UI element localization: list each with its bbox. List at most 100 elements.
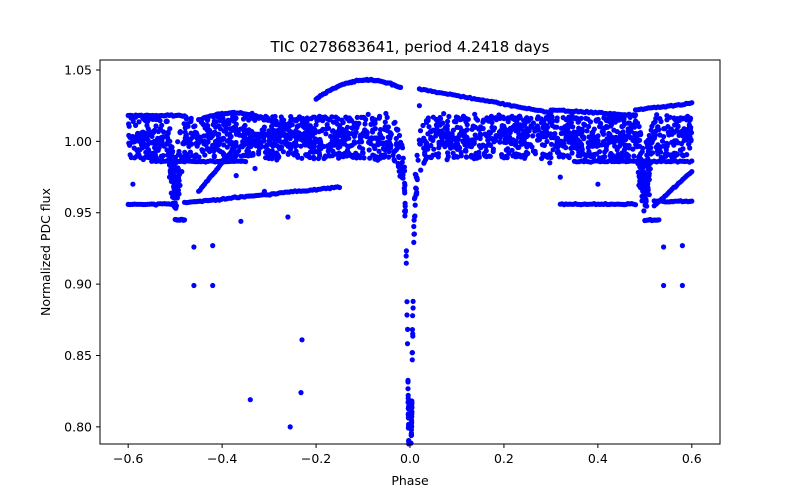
data-point [632,202,639,208]
data-point [172,201,178,207]
data-point [502,133,508,139]
data-point [382,119,388,125]
data-point [530,120,537,126]
data-point [637,130,644,136]
data-point [529,124,536,130]
data-point [414,191,420,197]
y-tick-label: 1.00 [64,134,92,149]
data-point [181,141,187,147]
data-point [590,154,597,160]
data-point [643,139,649,145]
data-point [243,152,249,159]
data-point [541,142,548,148]
data-point [554,118,560,124]
data-point [366,147,372,153]
data-point [192,123,198,129]
data-point [413,185,419,191]
x-tick-label: 0.6 [682,451,702,466]
data-point [463,154,470,160]
data-point [260,132,267,138]
outlier-point [191,282,197,289]
data-point [600,154,606,160]
data-point [426,154,432,160]
data-point [671,153,677,159]
data-point [238,153,244,159]
data-point [294,152,300,158]
data-point [534,123,541,129]
data-point [641,195,647,201]
data-point [469,126,475,132]
data-point [441,111,447,117]
data-point [482,131,488,137]
data-point [554,135,561,141]
data-point [377,132,384,138]
y-axis-label: Normalized PDC flux [38,188,53,316]
data-point [404,299,410,305]
data-point [408,427,414,433]
data-point [288,146,294,152]
data-point [399,159,405,165]
data-point [428,142,434,149]
data-point [645,175,651,181]
data-point [680,115,686,121]
data-point [403,260,409,266]
data-point [365,111,371,117]
data-point [364,132,370,138]
data-point [648,127,654,133]
data-point [180,154,187,160]
data-point [405,377,411,383]
data-point [347,117,353,123]
data-point [281,117,287,123]
outlier-point [661,282,667,289]
data-point [371,153,377,159]
data-point [340,154,346,160]
data-point [646,171,652,177]
data-point [397,173,403,179]
data-point [463,139,470,145]
data-point [135,132,142,138]
data-point [513,138,519,144]
data-point [600,141,606,147]
data-point [411,231,417,237]
data-point [245,148,252,154]
data-point [621,133,627,139]
data-point [431,146,437,152]
data-point [243,159,249,165]
data-point [525,118,532,124]
x-tick-label: 0.4 [588,451,608,466]
data-point [506,127,513,133]
data-point [637,164,643,170]
data-point [385,134,391,140]
data-point [422,150,428,156]
data-point [505,119,511,125]
data-point [444,123,450,130]
data-point [334,121,340,127]
outlier-point [247,397,253,403]
data-point [294,117,300,123]
data-point [207,131,213,137]
data-point [632,112,639,118]
data-point [665,124,671,130]
data-point [509,137,515,143]
data-point [352,140,358,146]
data-point [406,438,412,444]
data-point [401,164,407,170]
data-point [634,134,640,140]
data-point [544,138,550,145]
data-point [470,141,476,147]
data-point [205,123,211,129]
data-point [278,139,284,145]
y-tick-label: 0.90 [64,277,92,292]
data-point [420,122,426,129]
data-point [656,217,662,223]
data-point [639,181,646,187]
data-point [360,146,366,152]
data-point [392,119,398,125]
data-point [168,165,174,172]
data-point [414,177,420,183]
data-point [315,139,322,145]
data-point [261,124,267,130]
data-point [168,146,175,152]
data-point [169,152,175,158]
data-point [514,153,521,159]
